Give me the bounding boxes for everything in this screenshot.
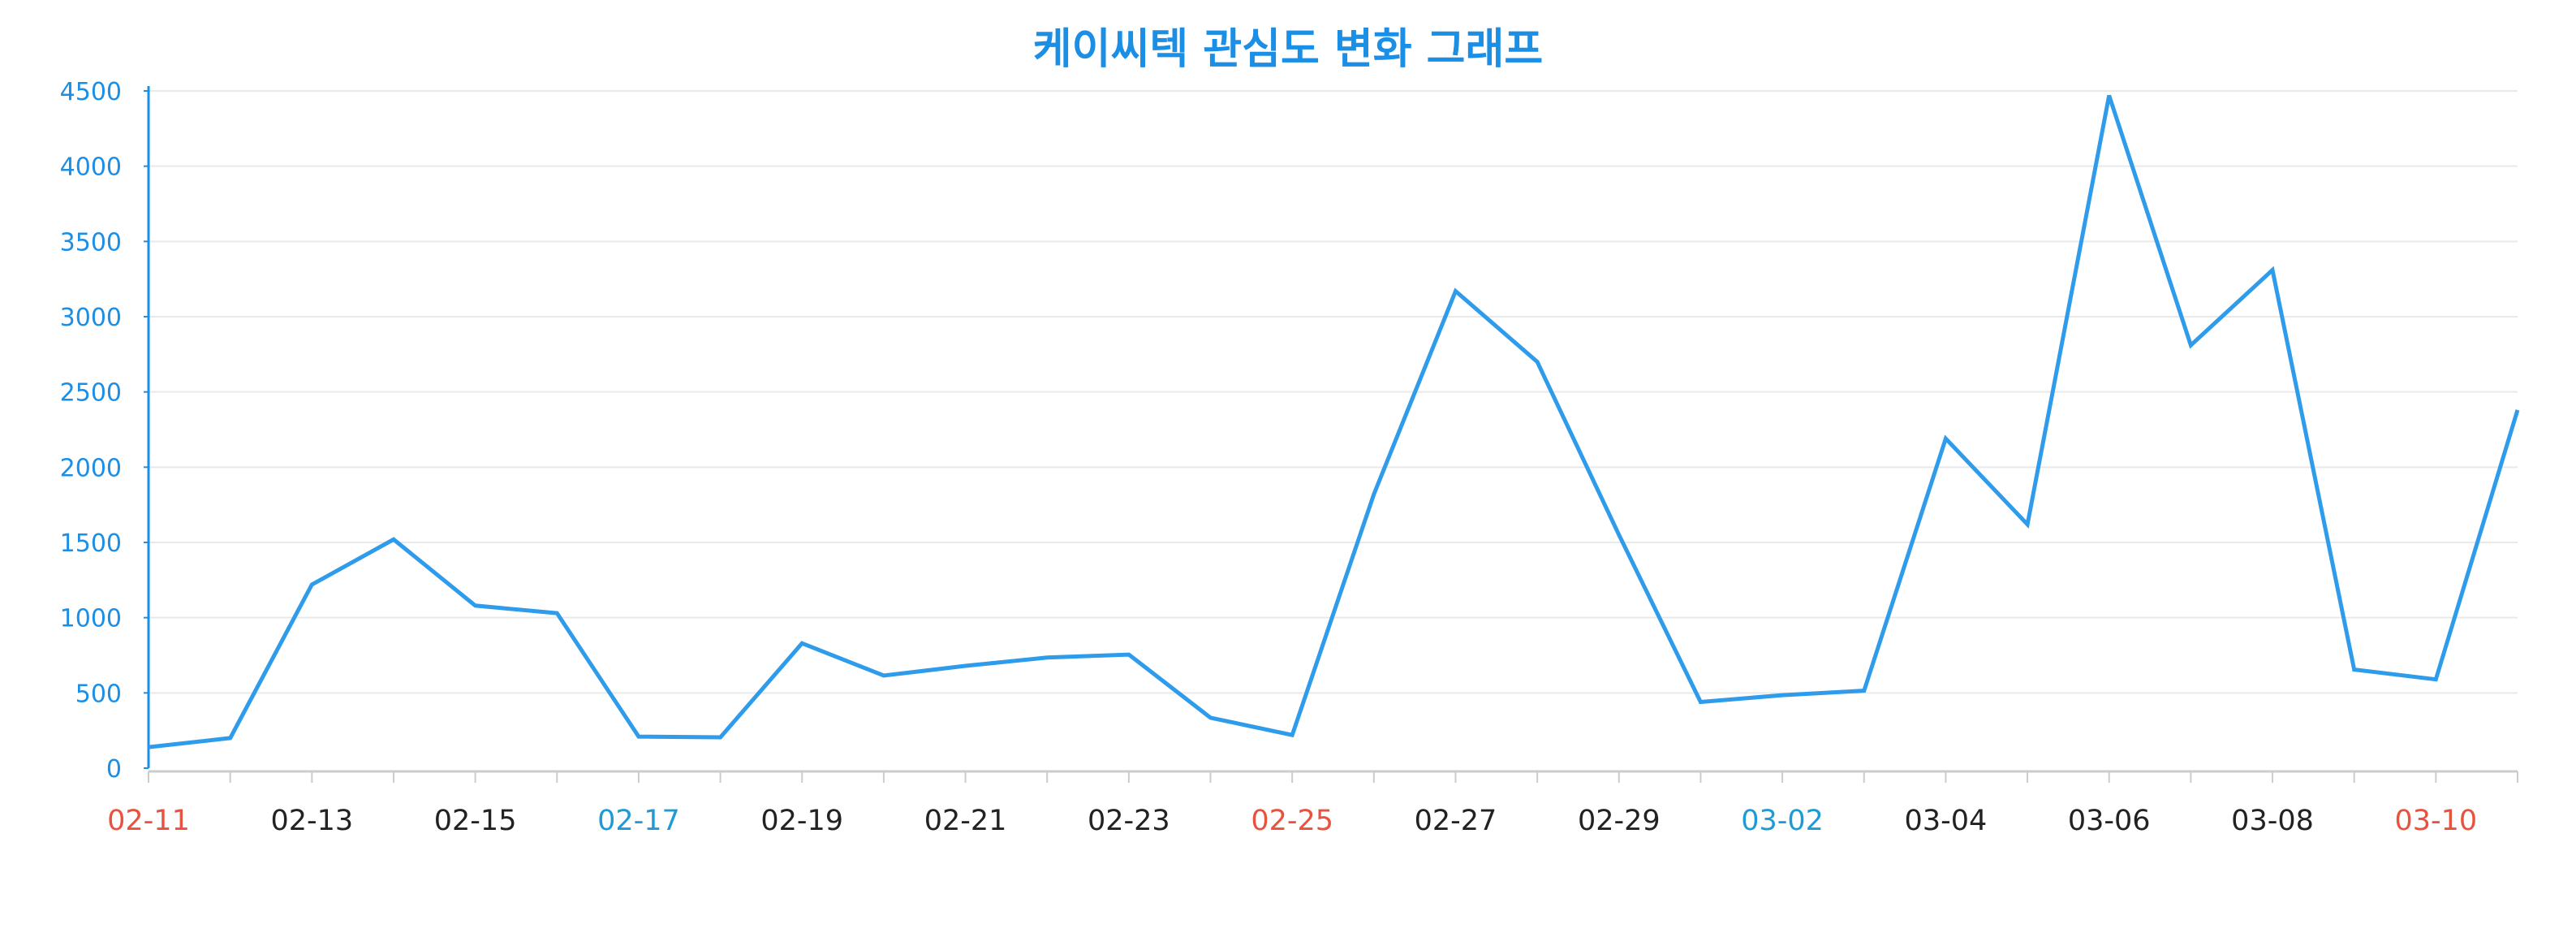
x-tick-label: 02-19 [760, 805, 843, 837]
y-tick-label: 4000 [60, 153, 122, 182]
data-point[interactable] [1535, 360, 1540, 365]
data-point[interactable] [1290, 732, 1294, 737]
series-layer [146, 93, 2520, 749]
x-tick-label: 03-10 [2394, 805, 2477, 837]
data-point[interactable] [963, 663, 968, 668]
x-tick-label: 03-04 [1905, 805, 1988, 837]
data-point[interactable] [2107, 93, 2112, 98]
data-point[interactable] [2188, 343, 2193, 348]
y-tick-label: 3000 [60, 304, 122, 332]
series-line [148, 94, 2520, 749]
data-point[interactable] [636, 734, 641, 739]
x-tick-label: 02-27 [1415, 805, 1497, 837]
y-tick-label: 0 [106, 755, 122, 784]
data-point[interactable] [1208, 715, 1213, 720]
x-tick-label: 02-29 [1578, 805, 1661, 837]
x-tick-label: 03-08 [2231, 805, 2314, 837]
x-tick-label: 02-21 [924, 805, 1007, 837]
x-tick-label: 02-23 [1088, 805, 1170, 837]
y-tick-label: 2000 [60, 454, 122, 482]
x-tick-label: 02-15 [434, 805, 517, 837]
y-tick-label: 1000 [60, 605, 122, 633]
data-point[interactable] [718, 735, 723, 740]
data-point[interactable] [309, 582, 314, 587]
axes [147, 86, 2518, 783]
data-point[interactable] [228, 736, 233, 741]
data-point[interactable] [391, 537, 396, 542]
y-tick-label: 4500 [60, 78, 122, 106]
y-tick-label: 3500 [60, 228, 122, 257]
x-axis-tick-labels: 02-11 02-13 02-15 02-17 02-19 02-21 02-23 02-25… [107, 805, 2477, 837]
data-point[interactable] [2270, 268, 2275, 273]
data-point[interactable] [473, 603, 478, 608]
x-tick-label: 02-17 [597, 805, 680, 837]
data-point[interactable] [554, 611, 559, 616]
data-point[interactable] [1372, 492, 1376, 497]
x-tick-label: 02-25 [1251, 805, 1333, 837]
data-point[interactable] [1617, 533, 1622, 538]
y-axis-tick-labels: 0 500 1000 1500 2000 2500 3000 3500 4000 4500 [60, 78, 122, 784]
y-tick-label: 2500 [60, 379, 122, 408]
data-point[interactable] [1045, 655, 1049, 660]
data-point[interactable] [2025, 522, 2030, 527]
y-tick-label: 500 [75, 680, 122, 708]
data-point[interactable] [2352, 667, 2357, 672]
x-tick-label: 03-02 [1741, 805, 1824, 837]
grid-lines [144, 90, 2518, 769]
data-point[interactable] [1862, 689, 1867, 693]
y-tick-label: 1500 [60, 529, 122, 558]
data-point[interactable] [2433, 677, 2438, 682]
x-tick-label: 02-13 [270, 805, 353, 837]
data-point[interactable] [1780, 693, 1785, 698]
data-point[interactable] [1698, 699, 1703, 704]
data-point[interactable] [799, 641, 804, 646]
data-point[interactable] [1943, 436, 1948, 441]
x-tick-label: 03-06 [2068, 805, 2151, 837]
data-point[interactable] [1126, 652, 1131, 657]
chart-title: 케이씨텍 관심도 변화 그래프 [1033, 25, 1543, 74]
data-point[interactable] [146, 745, 151, 749]
data-point[interactable] [2515, 408, 2520, 413]
x-tick-label: 02-11 [107, 805, 190, 837]
data-point[interactable] [881, 673, 886, 678]
data-point[interactable] [1453, 288, 1458, 293]
